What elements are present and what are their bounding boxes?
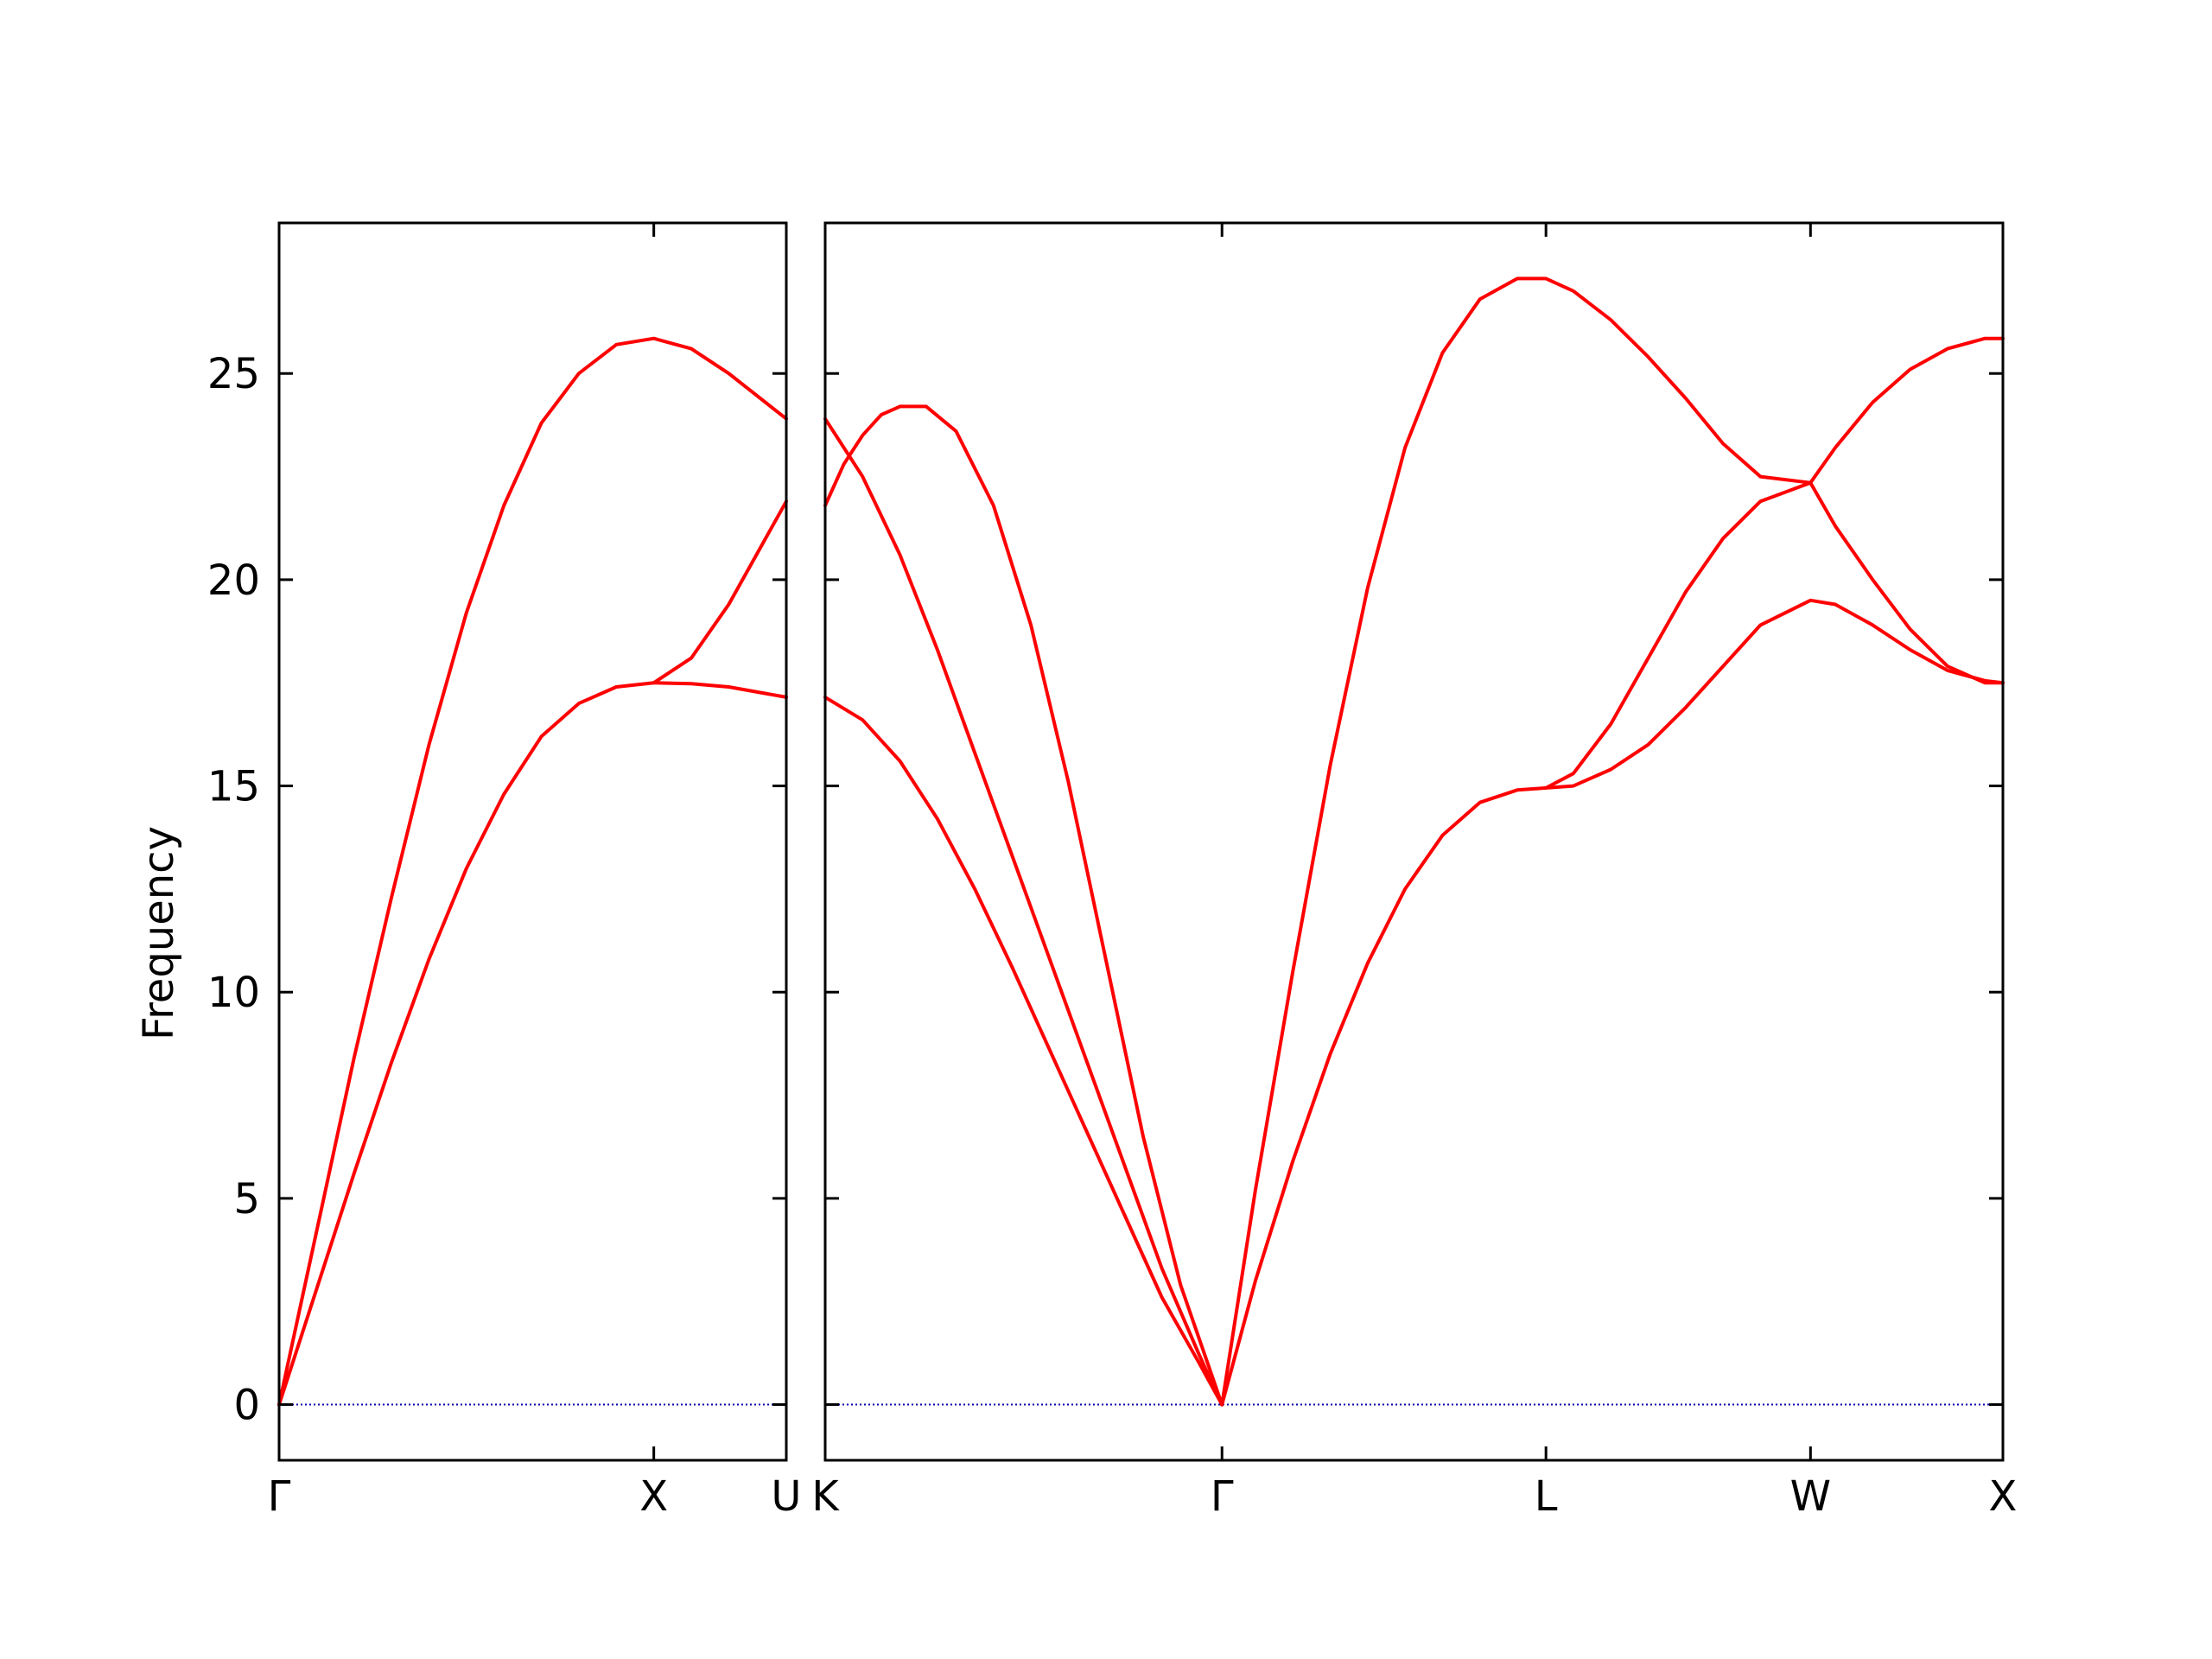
band-line-3 — [652, 681, 788, 699]
plot-frame — [823, 221, 2005, 1462]
y-axis-label: Frequency — [135, 826, 183, 1040]
y-tick-label: 20 — [207, 556, 260, 605]
y-tick-label: 15 — [207, 763, 260, 811]
panel-gamma-x-u: 0 5 10 15 20 25 Γ X U — [207, 221, 802, 1521]
band-line-2 — [823, 416, 1224, 1407]
y-tick-label: 0 — [233, 1382, 260, 1430]
band-line-6 — [1544, 598, 2005, 790]
band-line-3 — [823, 695, 1224, 1407]
x-tick-label: L — [1535, 1472, 1558, 1521]
x-tick-label: X — [639, 1472, 668, 1521]
band-line-1 — [823, 404, 1224, 1407]
band-line-2 — [277, 499, 788, 1407]
x-tick-label: W — [1790, 1472, 1831, 1521]
y-tick-label: 10 — [207, 969, 260, 1017]
x-tick-label: Γ — [1211, 1472, 1234, 1521]
x-tick-label: Γ — [268, 1472, 291, 1521]
x-tick-label: X — [1989, 1472, 2018, 1521]
x-tick-label: K — [811, 1472, 840, 1521]
y-tick-label: 5 — [233, 1175, 260, 1224]
y-tick-label: 25 — [207, 350, 260, 398]
band-line-4 — [1220, 276, 2005, 1407]
plot-frame — [277, 221, 788, 1462]
x-tick-label: U — [771, 1472, 801, 1521]
band-line-5 — [1220, 480, 2005, 1407]
band-line-1 — [277, 336, 788, 1407]
